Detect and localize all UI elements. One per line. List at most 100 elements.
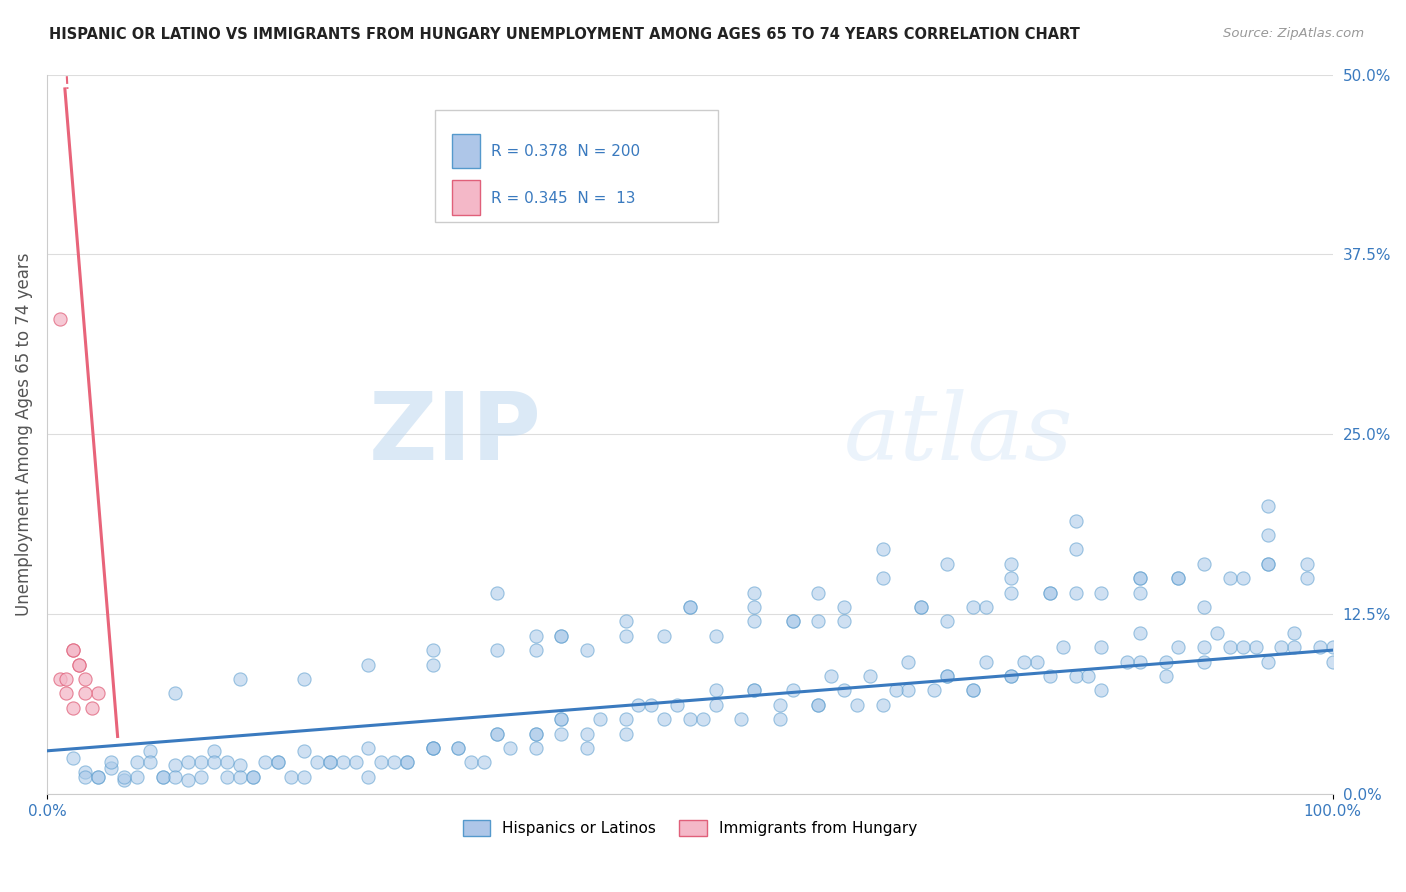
- Point: [139, 744, 162, 758]
- Point: [704, 683, 727, 698]
- Point: [292, 672, 315, 686]
- Point: [897, 683, 920, 698]
- Point: [742, 599, 765, 614]
- Point: [1219, 640, 1241, 655]
- Point: [679, 599, 702, 614]
- Point: [936, 669, 959, 683]
- Point: [897, 655, 920, 669]
- Point: [742, 615, 765, 629]
- Point: [395, 756, 418, 770]
- Point: [1219, 571, 1241, 585]
- Point: [100, 761, 122, 775]
- Point: [1052, 640, 1074, 655]
- Point: [692, 712, 714, 726]
- Point: [267, 756, 290, 770]
- Point: [524, 741, 547, 756]
- Point: [67, 657, 90, 672]
- Point: [1039, 585, 1062, 599]
- Point: [357, 657, 380, 672]
- Point: [1296, 571, 1319, 585]
- Point: [75, 765, 97, 780]
- Point: [1309, 640, 1331, 655]
- Point: [1090, 585, 1112, 599]
- Point: [884, 683, 907, 698]
- Point: [1257, 557, 1279, 571]
- Point: [1322, 655, 1344, 669]
- Point: [55, 686, 77, 700]
- Point: [627, 698, 650, 712]
- Point: [1167, 640, 1189, 655]
- Point: [1270, 640, 1292, 655]
- Point: [936, 669, 959, 683]
- Point: [177, 756, 200, 770]
- Point: [48, 672, 70, 686]
- Point: [485, 643, 508, 657]
- Point: [550, 712, 572, 726]
- Point: [550, 726, 572, 740]
- Text: atlas: atlas: [844, 389, 1074, 479]
- Point: [936, 557, 959, 571]
- Point: [1000, 557, 1022, 571]
- Point: [125, 770, 148, 784]
- Point: [112, 772, 135, 787]
- Point: [1090, 640, 1112, 655]
- Point: [872, 571, 894, 585]
- Point: [742, 683, 765, 698]
- Point: [704, 629, 727, 643]
- Point: [190, 770, 212, 784]
- Point: [67, 657, 90, 672]
- Point: [112, 770, 135, 784]
- Point: [1257, 528, 1279, 542]
- FancyBboxPatch shape: [436, 111, 718, 222]
- Point: [1257, 557, 1279, 571]
- Point: [936, 615, 959, 629]
- Point: [974, 599, 997, 614]
- Point: [782, 683, 804, 698]
- Point: [1090, 683, 1112, 698]
- Point: [769, 698, 792, 712]
- Point: [575, 643, 598, 657]
- Point: [1296, 557, 1319, 571]
- Point: [910, 599, 932, 614]
- Point: [962, 599, 984, 614]
- Point: [1129, 655, 1152, 669]
- Point: [1167, 571, 1189, 585]
- Point: [575, 741, 598, 756]
- Point: [820, 669, 842, 683]
- Point: [319, 756, 342, 770]
- Point: [447, 741, 470, 756]
- Point: [215, 756, 238, 770]
- Point: [75, 672, 97, 686]
- Point: [62, 751, 84, 765]
- Point: [1232, 571, 1254, 585]
- Point: [807, 698, 830, 712]
- Point: [177, 772, 200, 787]
- Point: [215, 770, 238, 784]
- Point: [370, 756, 392, 770]
- Point: [254, 756, 277, 770]
- Point: [485, 726, 508, 740]
- Point: [1192, 655, 1215, 669]
- Point: [62, 643, 84, 657]
- Point: [652, 712, 675, 726]
- Point: [1064, 585, 1087, 599]
- Point: [614, 629, 637, 643]
- Point: [165, 770, 187, 784]
- Point: [524, 726, 547, 740]
- Point: [242, 770, 264, 784]
- Point: [846, 698, 869, 712]
- Point: [62, 700, 84, 714]
- Point: [152, 770, 174, 784]
- Point: [807, 698, 830, 712]
- Point: [1167, 571, 1189, 585]
- Point: [640, 698, 662, 712]
- Point: [1012, 655, 1035, 669]
- Point: [472, 756, 495, 770]
- Point: [1154, 669, 1177, 683]
- Point: [305, 756, 328, 770]
- Point: [832, 615, 855, 629]
- Point: [742, 683, 765, 698]
- Point: [165, 758, 187, 772]
- Point: [229, 770, 252, 784]
- Point: [395, 756, 418, 770]
